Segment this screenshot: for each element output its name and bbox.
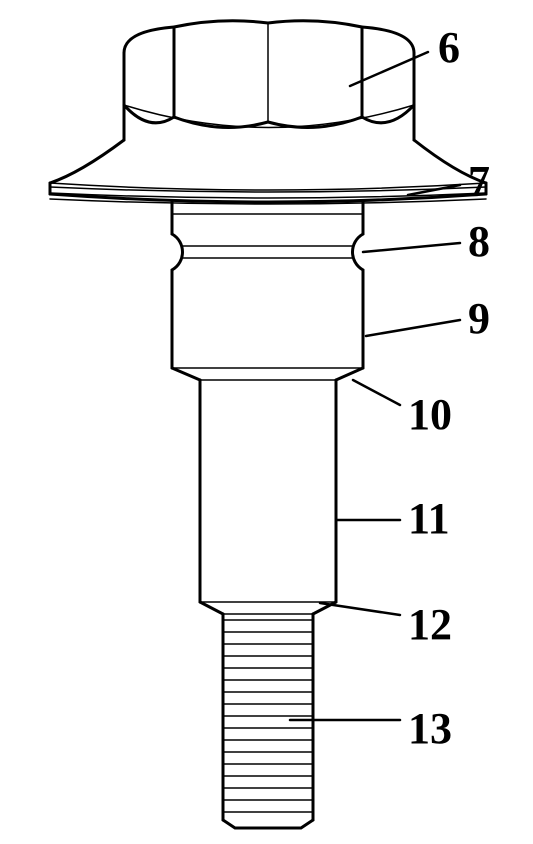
callout-7-label: 7 [468,160,490,204]
callout-10-label: 10 [408,393,452,437]
bolt-drawing [0,0,533,844]
callout-9-label: 9 [468,297,490,341]
callout-13-label: 13 [408,707,452,751]
callout-12-label: 12 [408,603,452,647]
diagram-container: 6 7 8 9 10 11 12 13 [0,0,533,844]
callout-8-label: 8 [468,220,490,264]
callout-11-label: 11 [408,497,450,541]
callout-6-label: 6 [438,26,460,70]
